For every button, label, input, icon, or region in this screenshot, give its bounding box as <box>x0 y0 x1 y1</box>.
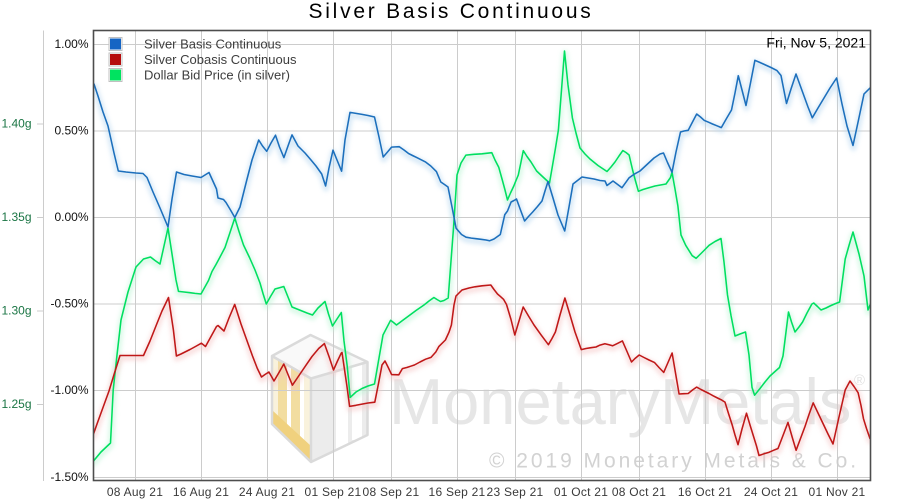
svg-text:© 2019 Monetary Metals & Co.: © 2019 Monetary Metals & Co. <box>489 450 859 473</box>
svg-text:Silver Cobasis Continuous: Silver Cobasis Continuous <box>144 52 297 67</box>
svg-text:1.00%: 1.00% <box>54 37 88 51</box>
svg-text:16 Aug 21: 16 Aug 21 <box>173 485 229 499</box>
svg-text:23 Sep 21: 23 Sep 21 <box>487 485 544 499</box>
svg-text:0.00%: 0.00% <box>54 210 88 224</box>
svg-text:Fri, Nov 5, 2021: Fri, Nov 5, 2021 <box>766 35 866 51</box>
svg-text:08 Sep 21: 08 Sep 21 <box>363 485 420 499</box>
svg-text:16 Oct 21: 16 Oct 21 <box>678 485 732 499</box>
svg-text:08 Oct 21: 08 Oct 21 <box>612 485 666 499</box>
svg-text:1.40g: 1.40g <box>1 117 31 131</box>
svg-text:16 Sep 21: 16 Sep 21 <box>429 485 486 499</box>
svg-text:1.30g: 1.30g <box>1 304 31 318</box>
svg-text:-0.50%: -0.50% <box>50 297 88 311</box>
svg-text:Silver Basis Continuous: Silver Basis Continuous <box>144 37 282 52</box>
svg-text:24 Aug 21: 24 Aug 21 <box>239 485 295 499</box>
svg-text:24 Oct 21: 24 Oct 21 <box>744 485 798 499</box>
svg-text:01 Oct 21: 01 Oct 21 <box>554 485 608 499</box>
svg-text:MonetaryMetals: MonetaryMetals <box>389 365 851 438</box>
svg-text:Dollar Bid Price (in silver): Dollar Bid Price (in silver) <box>144 68 290 83</box>
svg-text:Silver Basis Continuous: Silver Basis Continuous <box>308 0 593 23</box>
svg-text:-1.50%: -1.50% <box>50 470 88 484</box>
svg-text:0.50%: 0.50% <box>54 124 88 138</box>
svg-text:08 Aug 21: 08 Aug 21 <box>107 485 163 499</box>
svg-text:-1.00%: -1.00% <box>50 383 88 397</box>
svg-text:1.35g: 1.35g <box>1 210 31 224</box>
svg-text:®: ® <box>854 372 865 389</box>
svg-text:01 Sep 21: 01 Sep 21 <box>305 485 362 499</box>
svg-text:1.25g: 1.25g <box>1 397 31 411</box>
svg-text:01 Nov 21: 01 Nov 21 <box>809 485 866 499</box>
